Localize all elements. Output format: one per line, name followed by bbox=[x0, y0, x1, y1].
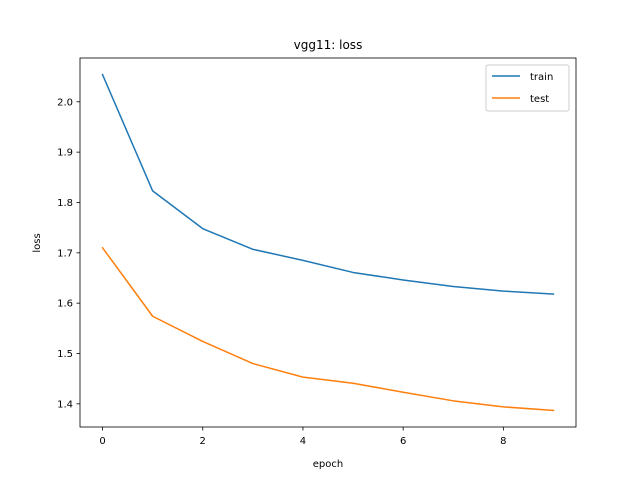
x-axis-label: epoch bbox=[313, 459, 343, 470]
y-tick-label: 1.7 bbox=[57, 248, 73, 259]
x-tick-label: 8 bbox=[500, 436, 506, 447]
series-line-train bbox=[101, 73, 555, 295]
legend: train test bbox=[485, 64, 570, 112]
x-axis-ticks: 0 2 4 6 8 bbox=[99, 427, 507, 447]
y-tick-label: 1.8 bbox=[57, 198, 73, 209]
legend-label-test: test bbox=[530, 94, 549, 105]
y-tick-label: 1.4 bbox=[57, 399, 73, 410]
y-axis-label: loss bbox=[32, 233, 43, 252]
x-tick-label: 4 bbox=[300, 436, 306, 447]
plot-frame bbox=[79, 57, 577, 428]
x-tick-label: 0 bbox=[99, 436, 105, 447]
y-tick-label: 1.5 bbox=[57, 349, 73, 360]
y-tick-label: 1.9 bbox=[57, 148, 73, 159]
legend-box bbox=[485, 64, 570, 112]
x-tick-label: 6 bbox=[400, 436, 406, 447]
legend-label-train: train bbox=[530, 72, 553, 83]
x-tick-label: 2 bbox=[200, 436, 206, 447]
y-tick-label: 2.0 bbox=[57, 97, 73, 108]
plot-lines bbox=[101, 73, 555, 412]
y-axis-ticks: 1.4 1.5 1.6 1.7 1.8 1.9 2.0 bbox=[57, 97, 80, 410]
series-line-test bbox=[101, 246, 555, 412]
chart-title: vgg11: loss bbox=[294, 38, 363, 52]
y-tick-label: 1.6 bbox=[57, 299, 73, 310]
